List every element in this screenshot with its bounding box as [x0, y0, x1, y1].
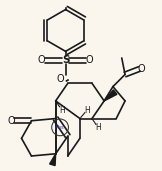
Text: H: H [59, 106, 65, 115]
Text: Abs: Abs [55, 125, 65, 130]
Text: O: O [38, 55, 45, 65]
Polygon shape [50, 154, 56, 166]
Text: H: H [84, 106, 90, 115]
Text: S: S [62, 55, 69, 65]
Text: O: O [137, 64, 145, 74]
Text: H: H [96, 123, 102, 132]
Text: O: O [86, 55, 94, 65]
Polygon shape [104, 90, 117, 101]
Text: O: O [7, 116, 15, 126]
Text: O: O [57, 74, 64, 84]
